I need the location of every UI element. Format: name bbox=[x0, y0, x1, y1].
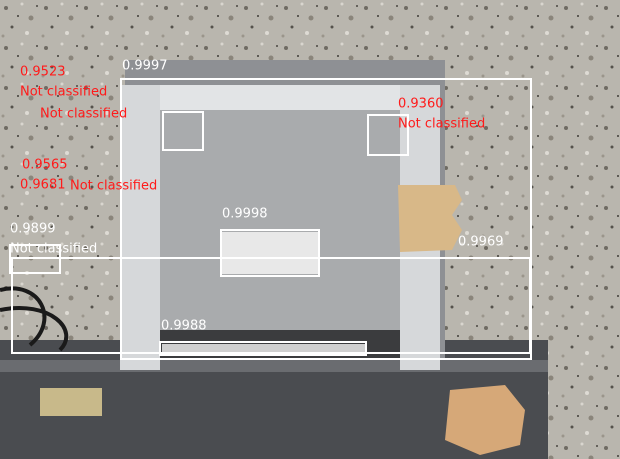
class-label: Not classified bbox=[10, 242, 97, 257]
wood-piece bbox=[445, 385, 525, 455]
rail bbox=[162, 344, 366, 354]
class-label: Not classified bbox=[20, 85, 107, 100]
score-label: 0.9997 bbox=[122, 59, 168, 74]
score-label: 0.9899 bbox=[10, 222, 56, 237]
chamber-inner bbox=[160, 110, 400, 340]
score-label: 0.9969 bbox=[458, 235, 504, 250]
inner-part bbox=[220, 232, 318, 274]
score-label: 0.9681 bbox=[20, 178, 66, 193]
detection-box bbox=[120, 78, 532, 360]
score-label: 0.9565 bbox=[22, 158, 68, 173]
detection-box bbox=[162, 111, 204, 151]
class-label: Not classified bbox=[398, 117, 485, 132]
wood-piece bbox=[398, 185, 462, 252]
class-label: Not classified bbox=[40, 107, 127, 122]
frame-left bbox=[120, 85, 160, 370]
score-label: 0.9998 bbox=[222, 207, 268, 222]
base-edge bbox=[0, 360, 548, 372]
class-label: Not classified bbox=[70, 179, 157, 194]
base-label bbox=[40, 388, 102, 416]
frame-top bbox=[120, 85, 440, 110]
score-label: 0.9360 bbox=[398, 97, 444, 112]
detection-box bbox=[159, 341, 367, 356]
score-label: 0.9988 bbox=[161, 319, 207, 334]
detection-box bbox=[9, 244, 61, 274]
detection-box bbox=[11, 257, 531, 354]
detection-box bbox=[220, 229, 320, 277]
score-label: 0.9523 bbox=[20, 65, 66, 80]
detection-box bbox=[367, 114, 409, 156]
